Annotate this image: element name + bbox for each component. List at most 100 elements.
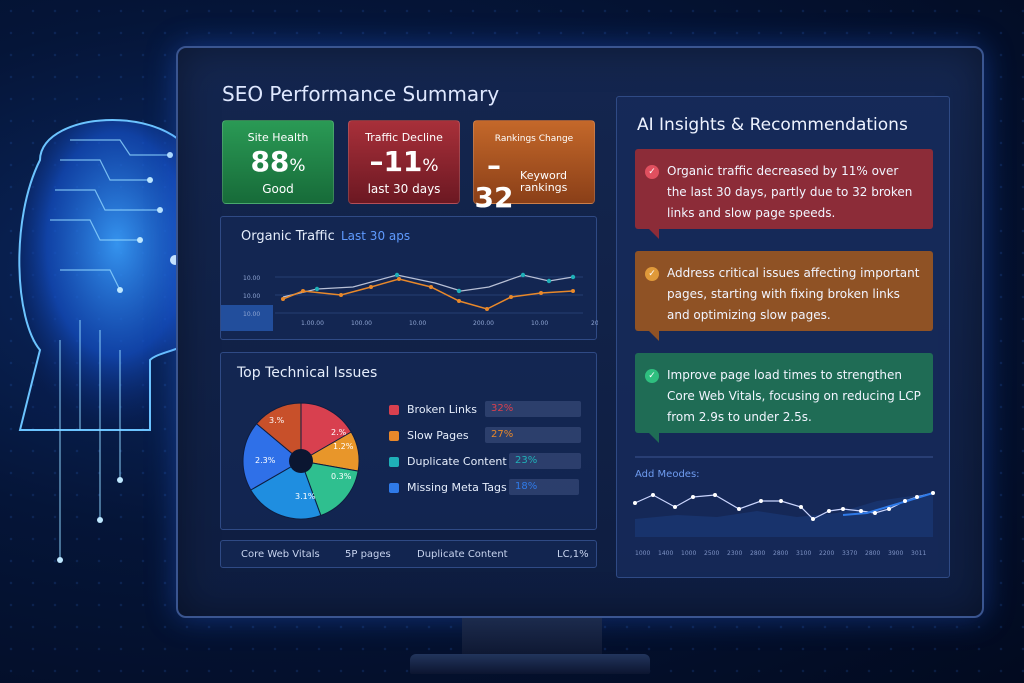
traffic-point [520, 272, 526, 278]
issue-bar [509, 453, 581, 469]
legend-swatch [389, 456, 399, 467]
mini-point [799, 505, 803, 509]
page-title: SEO Performance Summary [222, 82, 500, 106]
pie-slice [255, 402, 302, 463]
x-tick-label: 1.00.00 [301, 320, 324, 327]
traffic-point [301, 289, 305, 293]
mini-x-tick: 1000 [635, 550, 650, 557]
rankings-change-label: Rankings Change [494, 134, 574, 144]
summary-footer-row: Core Web Vitals 5P pages Duplicate Conte… [220, 540, 597, 568]
x-tick-label: 10.00 [531, 320, 548, 327]
legend-swatch [389, 482, 399, 493]
issue-legend-item[interactable]: Missing Meta Tags [389, 481, 507, 494]
ai-insights-title: AI Insights & Recommendations [637, 115, 908, 135]
issue-label: Missing Meta Tags [407, 481, 507, 494]
traffic-point [397, 277, 401, 281]
mini-point [651, 493, 655, 497]
traffic-series-orange [282, 278, 574, 310]
monitor-base [410, 654, 650, 674]
rankings-change-value: –32 [474, 149, 514, 214]
x-tick-label: 100.00 [351, 320, 372, 327]
rankings-change-card[interactable]: Rankings Change –32 Keyword rankings [473, 120, 595, 214]
mini-point [759, 499, 763, 503]
traffic-point [456, 288, 462, 294]
y-tick-label: 10.00 [243, 275, 260, 282]
insight-card-issues[interactable]: ✓ Address critical issues affecting impo… [635, 251, 933, 341]
organic-traffic-range[interactable]: Last 30 aps [341, 229, 411, 243]
footer-core-web-vitals[interactable]: Core Web Vitals [241, 549, 320, 560]
footer-lcp[interactable]: LC,1% [557, 549, 589, 560]
pie-slice-label: 0.3% [331, 472, 352, 481]
mini-point [841, 507, 845, 511]
issue-label: Duplicate Content [407, 455, 507, 468]
mini-point [915, 495, 919, 499]
mini-x-tick: 2500 [704, 550, 719, 557]
mini-x-tick: 2200 [819, 550, 834, 557]
site-health-value: 88% [250, 145, 306, 178]
traffic-point [509, 295, 513, 299]
traffic-point [394, 272, 400, 278]
traffic-decline-value: –11% [369, 145, 439, 178]
x-tick-label: 20.00 [591, 320, 598, 327]
issue-percentage: 18% [515, 481, 538, 492]
check-icon: ✓ [645, 267, 659, 281]
issue-percentage: 32% [491, 403, 514, 414]
issue-legend-item[interactable]: Broken Links [389, 403, 477, 416]
issue-bar [485, 427, 581, 443]
footer-pages[interactable]: 5P pages [345, 549, 391, 560]
site-health-label: Site Health [247, 131, 309, 144]
insight-text: Organic traffic decreased by 11% over th… [667, 164, 913, 220]
traffic-point [457, 299, 461, 303]
traffic-point [485, 307, 489, 311]
mini-point [931, 491, 935, 495]
issue-legend-item[interactable]: Slow Pages [389, 429, 469, 442]
insight-card-performance[interactable]: ✓ Improve page load times to strengthen … [635, 353, 933, 443]
mini-point [673, 505, 677, 509]
traffic-point [429, 285, 433, 289]
pie-slice-label: 2.3% [255, 456, 276, 465]
check-icon: ✓ [645, 369, 659, 383]
rankings-change-sub: Keyword rankings [520, 169, 568, 194]
pie-slice-label: 2.% [331, 428, 347, 437]
x-tick-label: 10.00 [409, 320, 426, 327]
mini-x-tick: 1000 [681, 550, 696, 557]
traffic-point [571, 289, 575, 293]
site-health-card[interactable]: Site Health 88% Good [222, 120, 334, 204]
insight-card-traffic[interactable]: ✓ Organic traffic decreased by 11% over … [635, 149, 933, 239]
issue-label: Slow Pages [407, 429, 469, 442]
traffic-decline-card[interactable]: Traffic Decline –11% last 30 days [348, 120, 460, 204]
mini-point [873, 511, 877, 515]
pie-hole [289, 449, 313, 473]
traffic-decline-label: Traffic Decline [365, 131, 443, 144]
pie-slice-label: 3.% [269, 416, 285, 425]
mini-point [737, 507, 741, 511]
technical-issues-title: Top Technical Issues [237, 365, 378, 381]
mini-x-tick: 2800 [750, 550, 765, 557]
y-tick-label: 10.00 [243, 293, 260, 300]
traffic-point [539, 291, 543, 295]
x-tick-label: 200.00 [473, 320, 494, 327]
footer-duplicate-content[interactable]: Duplicate Content [417, 549, 508, 560]
legend-swatch [389, 430, 399, 441]
issue-percentage: 27% [491, 429, 514, 440]
traffic-point [281, 297, 285, 301]
traffic-point [570, 274, 576, 280]
mini-point [713, 493, 717, 497]
monitor-stand [462, 618, 602, 658]
mini-point [827, 509, 831, 513]
mini-point [633, 501, 637, 505]
issue-label: Broken Links [407, 403, 478, 416]
mini-area [635, 493, 933, 537]
traffic-decline-period: last 30 days [367, 182, 441, 196]
issue-bar [485, 401, 581, 417]
mini-point [779, 499, 783, 503]
pie-slice [300, 402, 352, 462]
mini-point [859, 509, 863, 513]
mini-point [887, 507, 891, 511]
issue-bar [509, 479, 579, 495]
mini-x-tick: 3011 [911, 550, 926, 557]
issue-legend-item[interactable]: Duplicate Content [389, 455, 507, 468]
ai-insights-panel: AI Insights & Recommendations ✓ Organic … [616, 96, 950, 578]
legend-swatch [389, 404, 399, 415]
mini-x-tick: 2800 [773, 550, 788, 557]
